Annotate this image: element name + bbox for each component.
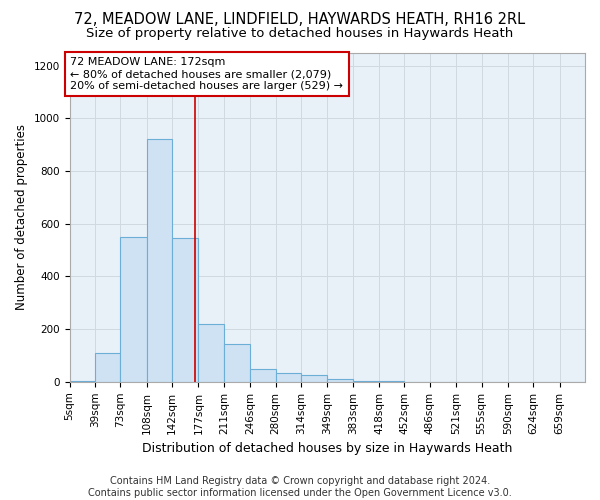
Text: 72, MEADOW LANE, LINDFIELD, HAYWARDS HEATH, RH16 2RL: 72, MEADOW LANE, LINDFIELD, HAYWARDS HEA… xyxy=(74,12,526,28)
Bar xyxy=(172,238,199,382)
Text: Size of property relative to detached houses in Haywards Heath: Size of property relative to detached ho… xyxy=(86,28,514,40)
Text: 72 MEADOW LANE: 172sqm
← 80% of detached houses are smaller (2,079)
20% of semi-: 72 MEADOW LANE: 172sqm ← 80% of detached… xyxy=(70,58,343,90)
Bar xyxy=(146,140,172,382)
Bar xyxy=(250,368,275,382)
Bar xyxy=(327,379,353,382)
Y-axis label: Number of detached properties: Number of detached properties xyxy=(15,124,28,310)
Bar xyxy=(353,380,379,382)
Bar xyxy=(95,353,121,382)
Bar xyxy=(301,375,327,382)
Bar xyxy=(199,324,224,382)
Bar xyxy=(70,380,95,382)
Bar xyxy=(121,237,146,382)
Text: Contains HM Land Registry data © Crown copyright and database right 2024.
Contai: Contains HM Land Registry data © Crown c… xyxy=(88,476,512,498)
Bar xyxy=(224,344,250,382)
X-axis label: Distribution of detached houses by size in Haywards Heath: Distribution of detached houses by size … xyxy=(142,442,512,455)
Bar xyxy=(275,372,301,382)
